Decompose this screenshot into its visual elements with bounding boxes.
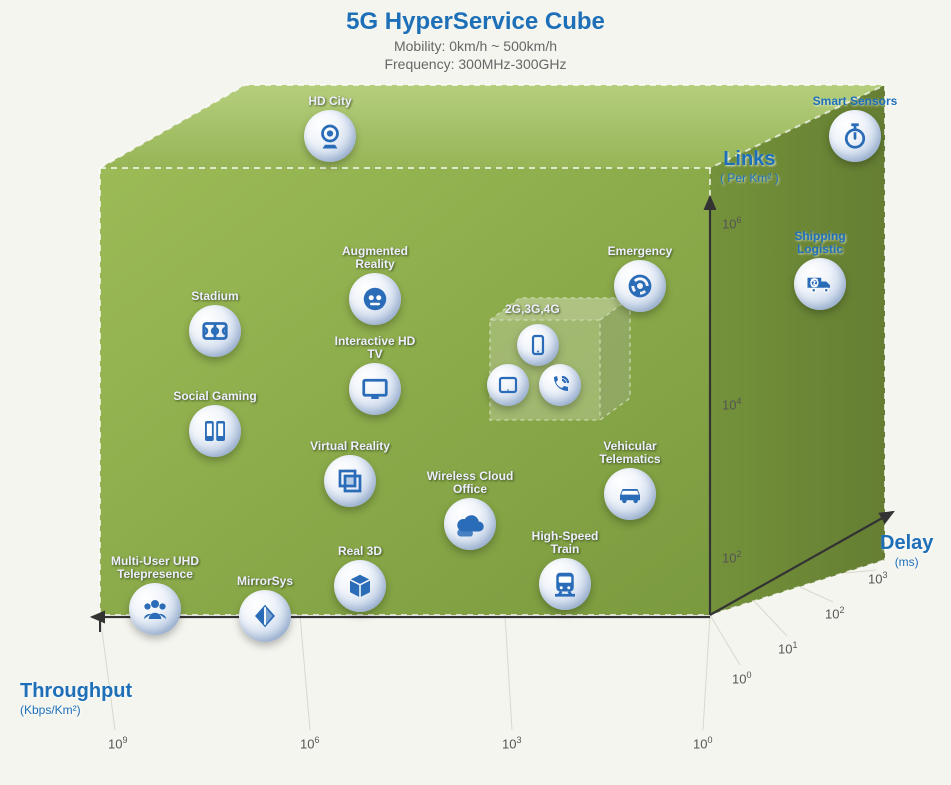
mirror-icon bbox=[239, 590, 291, 642]
service-label: Virtual Reality bbox=[305, 440, 395, 453]
service-label: Interactive HD TV bbox=[330, 335, 420, 361]
service-vehicular-telematics: Vehicular Telematics bbox=[585, 440, 675, 520]
service-mirrorsys: MirrorSys bbox=[220, 575, 310, 642]
stopwatch-icon bbox=[829, 110, 881, 162]
tick-delay: 103 bbox=[868, 570, 887, 586]
tick-delay: 100 bbox=[732, 670, 751, 686]
legacy-call-icon bbox=[539, 364, 581, 406]
train-icon bbox=[539, 558, 591, 610]
service-stadium: Stadium bbox=[170, 290, 260, 357]
service-label: Vehicular Telematics bbox=[585, 440, 675, 466]
ar-face-icon bbox=[349, 273, 401, 325]
axis-delay-label: Delay (ms) bbox=[880, 532, 933, 569]
service-social-gaming: Social Gaming bbox=[170, 390, 260, 457]
people-icon bbox=[129, 583, 181, 635]
tick-throughput: 106 bbox=[300, 735, 319, 751]
lifebuoy-icon bbox=[614, 260, 666, 312]
car-icon bbox=[604, 468, 656, 520]
stadium-icon bbox=[189, 305, 241, 357]
tick-throughput: 109 bbox=[108, 735, 127, 751]
service-label: Real 3D bbox=[315, 545, 405, 558]
service-smart-sensors: Smart Sensors bbox=[810, 95, 900, 162]
vr-squares-icon bbox=[324, 455, 376, 507]
tick-delay: 101 bbox=[778, 640, 797, 656]
legacy-tablet-icon bbox=[487, 364, 529, 406]
service-high-speed-train: High-Speed Train bbox=[520, 530, 610, 610]
legacy-phone-icon bbox=[517, 324, 559, 366]
service-augmented-reality: Augmented Reality bbox=[330, 245, 420, 325]
cloud-icon bbox=[444, 498, 496, 550]
service-shipping-logistic: Shipping Logistic bbox=[775, 230, 865, 310]
webcam-icon bbox=[304, 110, 356, 162]
cube3d-icon bbox=[334, 560, 386, 612]
cube-svg bbox=[0, 0, 951, 785]
service-real-3d: Real 3D bbox=[315, 545, 405, 612]
service-label: High-Speed Train bbox=[520, 530, 610, 556]
service-label: Smart Sensors bbox=[810, 95, 900, 108]
inner-cube-label: 2G,3G,4G bbox=[505, 302, 560, 316]
service-multi-user-uhd: Multi-User UHD Telepresence bbox=[110, 555, 200, 635]
tick-links: 106 bbox=[722, 215, 741, 231]
service-virtual-reality: Virtual Reality bbox=[305, 440, 395, 507]
service-emergency: Emergency bbox=[595, 245, 685, 312]
service-label: Multi-User UHD Telepresence bbox=[110, 555, 200, 581]
service-label: HD City bbox=[285, 95, 375, 108]
service-label: MirrorSys bbox=[220, 575, 310, 588]
tick-links: 104 bbox=[722, 396, 741, 412]
two-phones-icon bbox=[189, 405, 241, 457]
tick-delay: 102 bbox=[825, 605, 844, 621]
truck-icon bbox=[794, 258, 846, 310]
axis-links-label: Links ( Per Km² ) bbox=[720, 148, 779, 185]
service-interactive-hd-tv: Interactive HD TV bbox=[330, 335, 420, 415]
tv-icon bbox=[349, 363, 401, 415]
service-wireless-cloud-office: Wireless Cloud Office bbox=[425, 470, 515, 550]
tick-links: 102 bbox=[722, 549, 741, 565]
service-label: Stadium bbox=[170, 290, 260, 303]
service-label: Social Gaming bbox=[170, 390, 260, 403]
service-label: Emergency bbox=[595, 245, 685, 258]
service-hd-city: HD City bbox=[285, 95, 375, 162]
service-label: Augmented Reality bbox=[330, 245, 420, 271]
tick-throughput: 100 bbox=[693, 735, 712, 751]
service-label: Wireless Cloud Office bbox=[425, 470, 515, 496]
service-label: Shipping Logistic bbox=[775, 230, 865, 256]
axis-throughput-label: Throughput (Kbps/Km²) bbox=[20, 680, 132, 717]
tick-throughput: 103 bbox=[502, 735, 521, 751]
